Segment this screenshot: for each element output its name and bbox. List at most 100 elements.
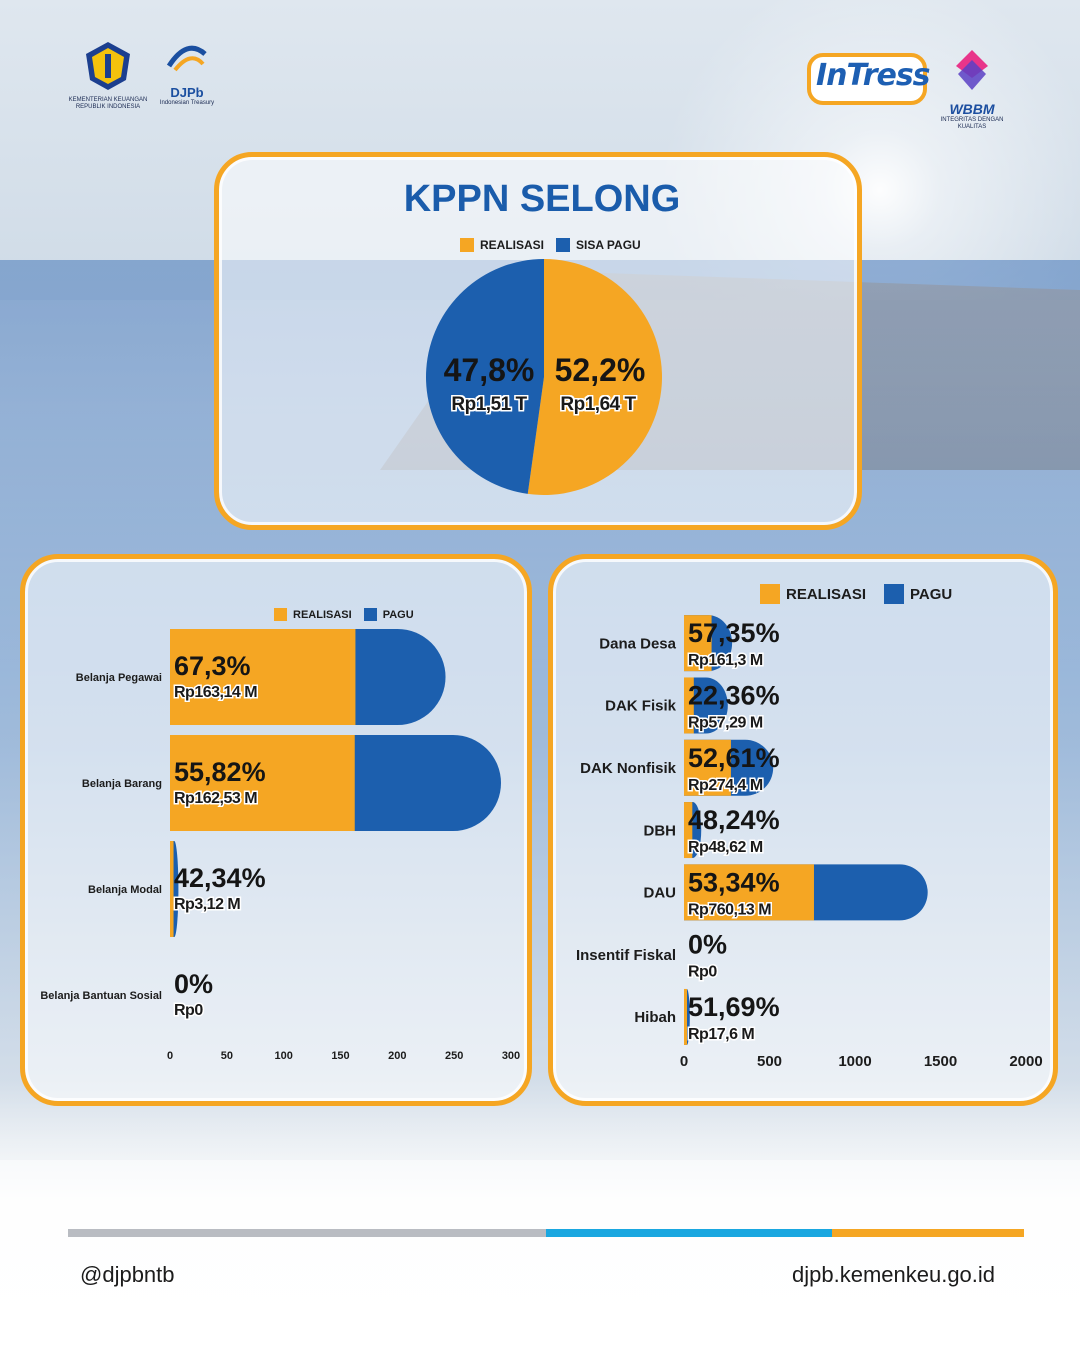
amount-data-label: Rp0 — [688, 964, 717, 981]
percent-data-label: 0% — [174, 969, 213, 999]
amount-data-label: Rp48,62 M — [688, 839, 763, 856]
djpb-logo: DJPb Indonesian Treasury — [152, 44, 222, 107]
pie-chart — [425, 259, 662, 495]
wbbm-logo: WBBM INTEGRITAS DENGAN KUALITAS — [932, 48, 1012, 131]
percent-data-label: 52,61% — [688, 743, 780, 773]
belanja-legend: REALISASI PAGU — [274, 608, 414, 621]
wbbm-logo-subtext: INTEGRITAS DENGAN KUALITAS — [940, 117, 1004, 130]
percent-data-label: 48,24% — [688, 805, 780, 835]
legend-swatch-sisa-pagu — [556, 238, 571, 252]
percent-data-label: 0% — [688, 930, 727, 960]
wbbm-logo-text: WBBM — [949, 101, 995, 117]
category-label: Belanja Barang — [82, 778, 162, 790]
legend-swatch-pagu — [363, 608, 377, 621]
category-label: DBH — [644, 822, 677, 839]
djpb-swoosh-icon — [166, 45, 207, 72]
percent-data-label: 22,36% — [688, 680, 780, 710]
category-label: DAK Fisik — [605, 698, 677, 715]
x-tick-label: 300 — [502, 1050, 520, 1062]
intress-logo: InTress — [806, 52, 931, 106]
pie-slice-label-sisa-pagu-percent: 47,8% — [443, 352, 535, 388]
social-handle[interactable]: @djpbntb — [80, 1262, 175, 1287]
footer-line-orange — [832, 1229, 1024, 1237]
percent-data-label: 53,34% — [688, 867, 780, 897]
amount-data-label: Rp163,14 M — [174, 684, 257, 701]
x-tick-label: 250 — [445, 1050, 463, 1062]
legend-label-realisasi: REALISASI — [293, 608, 352, 621]
x-tick-label: 50 — [221, 1050, 233, 1062]
bar-realisasi-dbh — [684, 802, 693, 859]
legend-label-realisasi: REALISASI — [480, 238, 545, 252]
legend-swatch-realisasi — [460, 238, 474, 252]
legend-swatch-realisasi — [274, 608, 287, 621]
x-tick-label: 100 — [274, 1050, 292, 1062]
amount-data-label: Rp161,3 M — [688, 652, 763, 669]
percent-data-label: 55,82% — [174, 757, 266, 787]
amount-data-label: Rp17,6 M — [688, 1026, 754, 1043]
legend-swatch-realisasi — [760, 584, 780, 604]
amount-data-label: Rp3,12 M — [174, 896, 240, 913]
intress-logo-text: InTress — [816, 58, 931, 93]
percent-data-label: 51,69% — [688, 992, 780, 1022]
legend-label-pagu: PAGU — [382, 608, 414, 621]
footer-line-gray — [68, 1229, 546, 1237]
transfer-chart-panel — [548, 554, 1058, 1106]
pie-slice-sisa-pagu — [425, 259, 544, 494]
pie-legend: REALISASI SISA PAGU — [460, 238, 641, 252]
x-tick-label: 500 — [757, 1053, 782, 1070]
category-label: Insentif Fiskal — [576, 947, 676, 964]
pie-slice-label-sisa-pagu-amount: Rp1,51 T — [451, 394, 527, 415]
djpb-logo-subtext: Indonesian Treasury — [159, 100, 215, 106]
bottom-fade — [0, 1080, 1080, 1350]
percent-data-label: 67,3% — [174, 651, 251, 681]
bar-realisasi-dana-desa — [684, 615, 712, 672]
chart-title: KPPN SELONG — [403, 178, 681, 220]
x-tick-label: 2000 — [1009, 1053, 1042, 1070]
category-label: DAU — [644, 885, 677, 902]
bar-realisasi-dak-nonfisik — [684, 739, 731, 796]
x-tick-label: 1000 — [838, 1053, 871, 1070]
kemenkeu-emblem-icon — [86, 42, 130, 90]
percent-data-label: 57,35% — [688, 618, 780, 648]
category-label: Hibah — [634, 1009, 676, 1026]
pie-slice-label-realisasi-percent: 52,2% — [554, 352, 646, 388]
amount-data-label: Rp162,53 M — [174, 790, 257, 807]
x-tick-label: 200 — [388, 1050, 406, 1062]
bar-realisasi-belanja-modal — [170, 841, 174, 937]
kemenkeu-logo: KEMENTERIAN KEUANGAN REPUBLIK INDONESIA — [68, 40, 148, 111]
bar-pagu-dak-fisik — [684, 677, 728, 734]
kemenkeu-logo-text: KEMENTERIAN KEUANGAN REPUBLIK INDONESIA — [68, 97, 148, 110]
category-label: Belanja Pegawai — [76, 672, 162, 684]
bar-realisasi-hibah — [684, 988, 688, 1045]
category-label: Belanja Bantuan Sosial — [40, 990, 162, 1002]
category-label: Belanja Modal — [88, 884, 162, 896]
bar-realisasi-belanja-barang — [170, 735, 355, 831]
website-link[interactable]: djpb.kemenkeu.go.id — [792, 1262, 996, 1287]
bar-realisasi-dau — [684, 864, 814, 921]
category-label: DAK Nonfisik — [580, 760, 676, 777]
pie-slice-realisasi — [527, 259, 662, 495]
bar-realisasi-belanja-pegawai — [170, 629, 356, 725]
percent-data-label: 42,34% — [174, 863, 266, 893]
footer-line-cyan — [546, 1229, 832, 1237]
x-tick-label: 150 — [331, 1050, 349, 1062]
amount-data-label: Rp760,13 M — [688, 901, 771, 918]
amount-data-label: Rp274,4 M — [688, 777, 763, 794]
wbbm-diamond-icon — [956, 50, 988, 90]
transfer-legend: REALISASI PAGU — [760, 584, 952, 604]
djpb-logo-text: DJPb — [170, 85, 204, 100]
category-label: Dana Desa — [599, 635, 676, 652]
legend-label-sisa-pagu: SISA PAGU — [576, 238, 641, 252]
amount-data-label: Rp57,29 M — [688, 714, 763, 731]
legend-label-pagu: PAGU — [910, 585, 953, 603]
pie-slice-label-realisasi-amount: Rp1,64 T — [560, 394, 636, 415]
legend-label-realisasi: REALISASI — [786, 585, 867, 603]
legend-swatch-pagu — [884, 584, 905, 604]
x-tick-label: 1500 — [924, 1053, 957, 1070]
x-tick-label: 0 — [167, 1050, 173, 1062]
amount-data-label: Rp0 — [174, 1002, 203, 1019]
bar-realisasi-dak-fisik — [684, 677, 694, 734]
intress-frame-icon — [807, 53, 927, 105]
x-tick-label: 0 — [680, 1053, 688, 1070]
